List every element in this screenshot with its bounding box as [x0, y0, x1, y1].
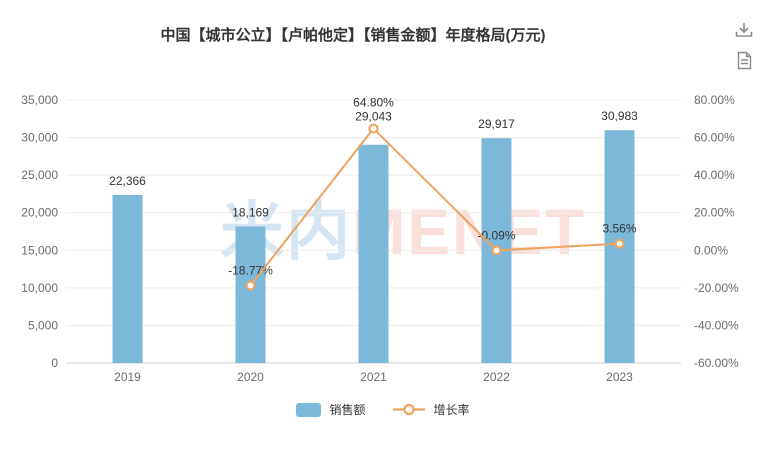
- y-axis-tick-label: 0: [51, 356, 58, 370]
- y2-axis-tick-label: 80.00%: [694, 93, 735, 107]
- y2-axis-tick-label: -60.00%: [694, 356, 739, 370]
- legend-item-sales[interactable]: 销售额: [296, 401, 366, 418]
- y-axis-tick-label: 35,000: [21, 93, 58, 107]
- x-axis-label: 2021: [360, 370, 387, 384]
- chart-title: 中国【城市公立】【卢帕他定】【销售金额】年度格局(万元): [160, 27, 546, 44]
- legend-label-sales: 销售额: [329, 403, 366, 417]
- line-point: [491, 245, 502, 256]
- y-axis-tick-label: 30,000: [21, 131, 58, 145]
- bar-value-label: 29,917: [478, 117, 515, 131]
- growth-value-label: 3.56%: [602, 222, 636, 236]
- bar-value-label: 18,169: [232, 205, 269, 219]
- report-icon[interactable]: [734, 49, 755, 72]
- legend: 销售额 增长率: [0, 401, 766, 418]
- x-axis-label: 2020: [237, 370, 264, 384]
- line-point: [614, 238, 625, 249]
- y-axis-tick-label: 5,000: [28, 318, 58, 332]
- x-axis-label: 2022: [483, 370, 510, 384]
- x-axis-label: 2019: [114, 370, 141, 384]
- y2-axis-tick-label: 20.00%: [694, 206, 735, 220]
- download-icon[interactable]: [732, 20, 756, 42]
- legend-label-growth: 增长率: [433, 403, 470, 417]
- y-axis-tick-label: 25,000: [21, 168, 58, 182]
- y-axis-tick-label: 20,000: [21, 206, 58, 220]
- y2-axis-tick-label: -40.00%: [694, 318, 739, 332]
- bar-value-label: 29,043: [355, 110, 392, 124]
- growth-value-label: -0.09%: [477, 228, 515, 242]
- x-axis-label: 2023: [606, 370, 633, 384]
- growth-value-label: 64.80%: [353, 96, 394, 110]
- line-point: [245, 280, 256, 291]
- line-circle-swatch: [392, 403, 425, 416]
- y2-axis-tick-label: -20.00%: [694, 281, 739, 295]
- y2-axis-tick-label: 0.00%: [694, 243, 728, 257]
- y-axis-tick-label: 10,000: [21, 281, 58, 295]
- y2-axis-tick-label: 40.00%: [694, 168, 735, 182]
- y2-axis-tick-label: 60.00%: [694, 131, 735, 145]
- bar-swatch: [296, 402, 322, 417]
- chart-toolbar: [732, 20, 756, 72]
- bar-2021: [358, 144, 389, 363]
- bar-value-label: 22,366: [109, 174, 146, 188]
- growth-value-label: -18.77%: [228, 264, 273, 278]
- y-axis-tick-label: 15,000: [21, 243, 58, 257]
- legend-item-growth[interactable]: 增长率: [392, 401, 470, 418]
- line-point: [368, 123, 379, 134]
- bar-2020: [235, 226, 266, 363]
- growth-line: [249, 127, 620, 287]
- bar-2019: [112, 194, 143, 363]
- bar-value-label: 30,983: [601, 109, 638, 123]
